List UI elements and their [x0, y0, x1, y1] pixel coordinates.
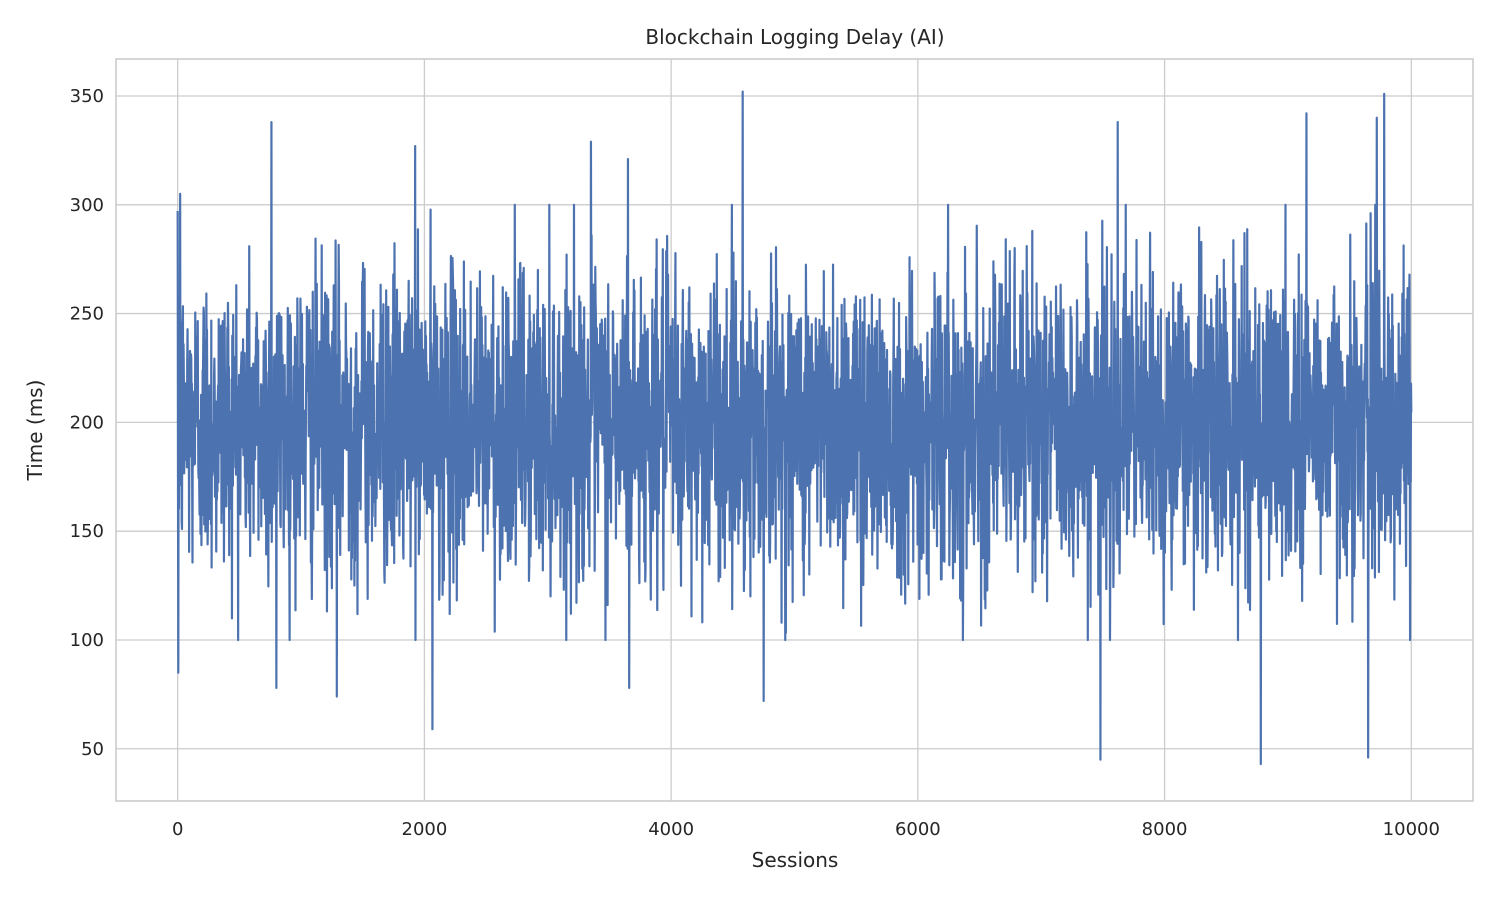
plot-frame — [115, 58, 1474, 802]
y-tick-label: 100 — [70, 630, 104, 651]
x-tick-label: 10000 — [1383, 819, 1440, 840]
y-tick-label: 200 — [70, 412, 104, 433]
x-tick-label: 6000 — [895, 819, 941, 840]
y-axis-label: Time (ms) — [23, 380, 47, 482]
y-tick-label: 50 — [81, 739, 104, 760]
x-tick-label: 8000 — [1142, 819, 1188, 840]
series-line — [176, 90, 1413, 766]
y-axis-ticks: 50 100 150 200 250 300 350 — [70, 86, 104, 760]
y-tick-label: 150 — [70, 521, 104, 542]
x-tick-label: 2000 — [402, 819, 448, 840]
y-tick-label: 300 — [70, 195, 104, 216]
x-tick-label: 0 — [172, 819, 183, 840]
y-tick-label: 250 — [70, 304, 104, 325]
x-axis-ticks: 0 2000 4000 6000 8000 10000 — [172, 819, 1440, 840]
x-tick-label: 4000 — [648, 819, 694, 840]
chart-title: Blockchain Logging Delay (AI) — [645, 25, 944, 49]
y-tick-label: 350 — [70, 86, 104, 107]
x-axis-label: Sessions — [752, 848, 839, 872]
series-path — [176, 90, 1413, 766]
